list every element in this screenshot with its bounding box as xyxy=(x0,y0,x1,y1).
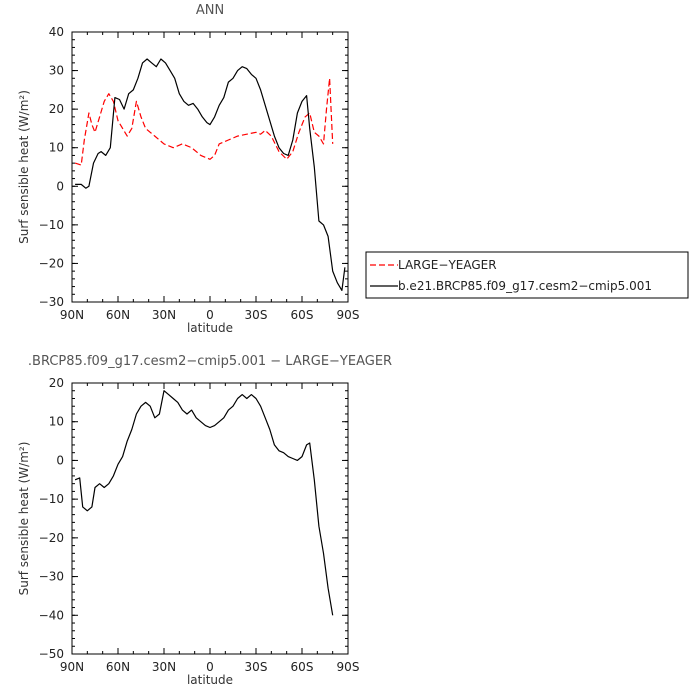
y-tick-label: 40 xyxy=(49,25,64,39)
x-tick-label: 30N xyxy=(152,660,176,674)
y-tick-label: −10 xyxy=(39,218,64,232)
x-axis-label: latitude xyxy=(187,673,233,687)
series-line-0 xyxy=(74,390,334,616)
plot-frame xyxy=(71,31,349,303)
y-tick-label: 30 xyxy=(49,64,64,78)
y-tick-label: −50 xyxy=(39,647,64,661)
y-tick-label: −20 xyxy=(39,256,64,270)
x-tick-label: 60N xyxy=(106,660,130,674)
plot-frame xyxy=(71,382,349,655)
x-tick-label: 60S xyxy=(291,660,314,674)
x-tick-label: 90N xyxy=(60,308,84,322)
x-tick-label: 0 xyxy=(206,308,214,322)
series-line-1 xyxy=(75,58,346,291)
x-tick-label: 0 xyxy=(206,660,214,674)
x-tick-label: 30S xyxy=(245,308,268,322)
chart-title: .BRCP85.f09_g17.cesm2−cmip5.001 − LARGE−… xyxy=(28,354,392,369)
legend: LARGE−YEAGER b.e21.BRCP85.f09_g17.cesm2−c… xyxy=(365,251,689,299)
y-tick-label: −30 xyxy=(39,570,64,584)
y-tick-label: 20 xyxy=(49,102,64,116)
y-tick-label: −30 xyxy=(39,295,64,309)
y-tick-label: 0 xyxy=(56,453,64,467)
x-axis-label: latitude xyxy=(187,321,233,335)
y-tick-label: 20 xyxy=(49,376,64,390)
chart-title: ANN xyxy=(196,3,224,18)
bottom-panel: .BRCP85.f09_g17.cesm2−cmip5.001 − LARGE−… xyxy=(17,354,392,687)
y-axis-label: Surf sensible heat (W/m²) xyxy=(17,90,31,244)
x-tick-label: 90S xyxy=(337,308,360,322)
x-tick-label: 90S xyxy=(337,660,360,674)
y-tick-label: −10 xyxy=(39,492,64,506)
legend-label-0: LARGE−YEAGER xyxy=(398,258,497,272)
legend-box xyxy=(365,251,689,299)
x-tick-label: 30N xyxy=(152,308,176,322)
x-tick-label: 60S xyxy=(291,308,314,322)
y-tick-label: −20 xyxy=(39,531,64,545)
x-tick-label: 90N xyxy=(60,660,84,674)
legend-label-1: b.e21.BRCP85.f09_g17.cesm2−cmip5.001 xyxy=(398,279,652,293)
y-tick-label: −40 xyxy=(39,608,64,622)
series-line-0 xyxy=(74,77,334,166)
x-tick-label: 30S xyxy=(245,660,268,674)
y-tick-label: 0 xyxy=(56,179,64,193)
y-tick-label: 10 xyxy=(49,141,64,155)
y-axis-label: Surf sensible heat (W/m²) xyxy=(17,442,31,596)
top-panel: ANN 90N 60N 30N 0 30S 60S 90S 40 30 20 10 0 −10 −20 −30… xyxy=(17,3,359,335)
y-tick-label: 10 xyxy=(49,415,64,429)
x-tick-label: 60N xyxy=(106,308,130,322)
